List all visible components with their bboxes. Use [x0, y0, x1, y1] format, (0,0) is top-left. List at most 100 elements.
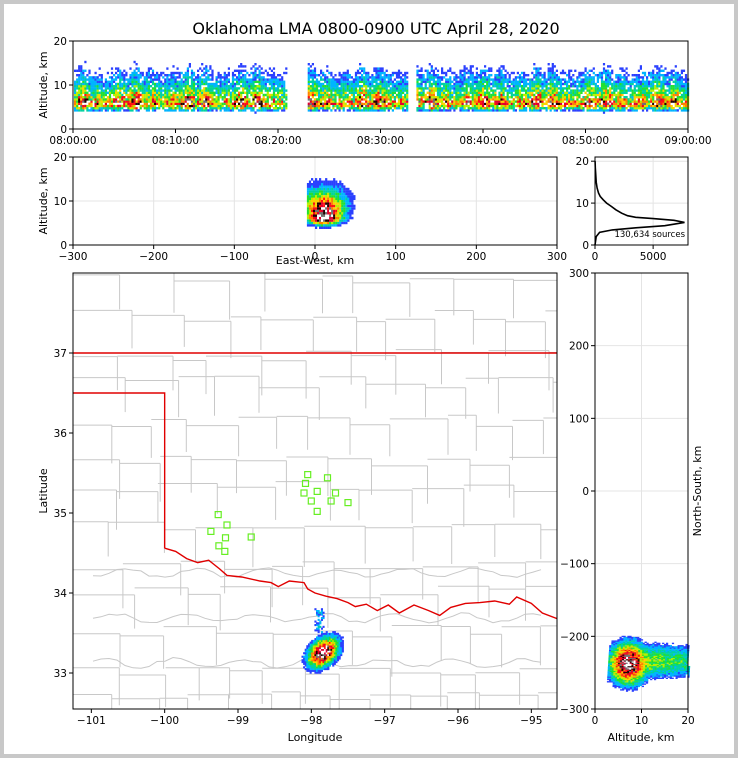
density-cell [199, 98, 202, 101]
density-cell [92, 78, 95, 81]
density-cell [92, 80, 95, 83]
density-cell [586, 89, 589, 92]
density-cell [592, 98, 595, 101]
density-cell [213, 107, 216, 110]
density-cell [471, 96, 474, 99]
density-cell [328, 85, 331, 88]
density-cell [547, 76, 550, 79]
density-cell [329, 207, 332, 210]
density-cell [428, 74, 431, 77]
density-cell [551, 74, 554, 77]
density-cell [662, 104, 665, 108]
density-cell [385, 93, 388, 97]
density-cell [279, 85, 282, 88]
density-cell [461, 87, 464, 90]
density-cell [611, 78, 614, 81]
density-cell [349, 209, 352, 213]
density-cell [660, 69, 663, 72]
density-cell [178, 71, 181, 75]
density-cell [635, 85, 638, 88]
density-cell [541, 93, 544, 97]
density-cell [129, 82, 132, 86]
density-cell [453, 71, 456, 75]
density-cell [325, 207, 328, 210]
density-cell [590, 104, 593, 108]
density-cell [406, 96, 409, 99]
density-cell [680, 98, 683, 101]
density-cell [426, 91, 429, 94]
density-cell [643, 102, 647, 105]
density-cell [129, 76, 132, 79]
density-cell [246, 93, 249, 97]
density-cell [242, 87, 245, 90]
density-cell [648, 71, 651, 75]
density-cell [260, 98, 263, 101]
density-cell [652, 89, 655, 92]
density-cell [658, 76, 661, 79]
density-cell [615, 89, 618, 92]
density-cell [484, 85, 487, 88]
density-cell [201, 78, 204, 81]
density-cell [432, 107, 435, 110]
density-cell [327, 183, 330, 186]
density-cell [646, 104, 649, 108]
density-cell [339, 212, 342, 215]
density-cell [453, 102, 456, 105]
density-cell [402, 104, 405, 108]
density-cell [82, 76, 85, 79]
density-cell [82, 80, 85, 83]
density-cell [182, 109, 185, 112]
density-cell [365, 87, 368, 90]
density-cell [127, 78, 130, 81]
density-cell [184, 102, 187, 105]
density-cell [430, 91, 433, 94]
density-cell [250, 91, 253, 94]
density-cell [416, 85, 419, 88]
density-cell [354, 85, 358, 88]
density-cell [559, 100, 563, 103]
density-cell [656, 102, 659, 105]
density-cell [356, 100, 360, 103]
density-cell [258, 89, 261, 92]
density-cell [272, 96, 276, 99]
density-cell [631, 80, 634, 83]
density-cell [125, 109, 128, 112]
density-cell [88, 93, 91, 97]
density-cell [156, 74, 159, 77]
density-cell [209, 100, 212, 103]
density-cell [333, 209, 336, 213]
density-cell [352, 98, 355, 101]
density-cell [347, 202, 350, 205]
density-cell [100, 74, 103, 77]
density-cell [306, 185, 310, 188]
density-cell [637, 91, 640, 94]
density-cell [340, 93, 343, 97]
density-cell [354, 71, 358, 75]
density-cell [328, 89, 331, 92]
density-cell [570, 76, 573, 79]
density-cell [333, 202, 336, 205]
density-cell [320, 87, 323, 90]
density-cell [473, 104, 476, 108]
density-cell [363, 107, 366, 110]
density-cell [337, 216, 340, 220]
density-cell [277, 102, 280, 105]
density-cell [133, 91, 136, 94]
density-cell [203, 107, 206, 110]
density-cell [586, 102, 589, 105]
density-cell [648, 82, 651, 86]
density-cell [680, 78, 683, 81]
density-cell [209, 89, 212, 92]
density-cell [184, 87, 187, 90]
density-cell [336, 89, 339, 92]
density-cell [82, 102, 85, 105]
density-cell [325, 190, 328, 193]
density-cell [309, 91, 312, 94]
density-cell [110, 80, 114, 83]
density-cell [337, 214, 340, 217]
density-cell [260, 89, 263, 92]
density-cell [492, 98, 495, 101]
density-cell [652, 98, 655, 101]
density-cell [94, 91, 97, 94]
